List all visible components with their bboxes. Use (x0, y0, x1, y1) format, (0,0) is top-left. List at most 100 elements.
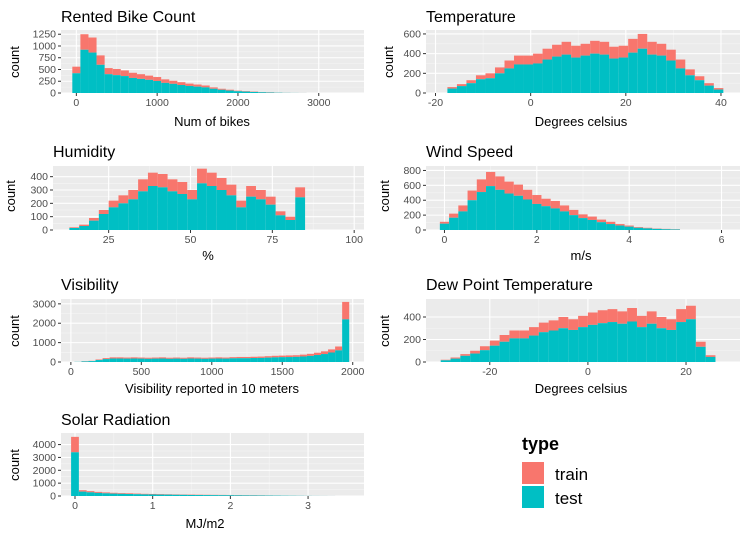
bar-test (249, 495, 258, 496)
bar-train (529, 327, 539, 336)
bar-train (306, 353, 314, 356)
x-axis-label: Degrees celsius (535, 381, 628, 396)
bar-test (661, 229, 671, 230)
bar-train (215, 357, 223, 359)
bar-train (460, 354, 471, 356)
panel-wind-speed: 0 2 4 6 0 200 400 600 800 Wind Speed m/s count (377, 144, 740, 263)
bar-test (460, 355, 471, 362)
bar-train (561, 41, 572, 55)
bar-test (148, 494, 157, 496)
x-tick-label: 0 (528, 97, 534, 109)
bar-test (495, 189, 505, 230)
bar-train (102, 492, 110, 494)
bar-test (242, 495, 250, 496)
panel-background (61, 299, 364, 362)
bar-test (609, 58, 619, 93)
bar-test (89, 220, 99, 230)
bar-train (112, 69, 121, 76)
bar-test (102, 493, 110, 496)
bar-test (513, 195, 523, 230)
bar-test (217, 89, 226, 93)
bar-test (78, 491, 87, 496)
bar-test (624, 226, 634, 230)
x-tick-label: 0 (72, 500, 78, 512)
bar-test (218, 495, 227, 496)
bar-test (222, 358, 230, 362)
bar-test (125, 494, 134, 496)
bar-train (519, 330, 530, 339)
bar-train (109, 357, 117, 359)
y-tick-label: 3000 (33, 452, 57, 464)
bar-train (466, 80, 476, 84)
bar-test (713, 89, 724, 93)
bar-train (128, 72, 137, 78)
bar-test (69, 228, 80, 230)
x-axis-label: m/s (571, 248, 592, 263)
x-tick-label: 20 (620, 97, 632, 109)
y-tick-label: 0 (50, 88, 56, 100)
bar-test (342, 319, 350, 362)
bar-train (271, 355, 279, 358)
bar-test (233, 91, 242, 93)
x-tick-label: 4 (626, 234, 632, 246)
bar-test (123, 358, 131, 362)
bar-test (476, 192, 487, 230)
bar-train (71, 436, 79, 453)
x-tick-label: 100 (345, 234, 363, 246)
bar-train (580, 43, 591, 56)
bar-train (675, 59, 686, 69)
y-tick-label: 250 (38, 76, 56, 88)
chart-title: Humidity (53, 144, 115, 161)
bar-train (467, 190, 477, 201)
bar-train (130, 357, 138, 359)
bar-test (542, 59, 553, 93)
bar-train (618, 45, 629, 58)
y-tick-label: 400 (403, 195, 421, 207)
bar-test (265, 204, 276, 230)
bar-test (187, 494, 196, 496)
bar-train (587, 312, 598, 325)
x-tick-label: 0 (73, 97, 79, 109)
bar-test (321, 354, 329, 362)
bar-test (206, 186, 217, 230)
bar-test (169, 83, 178, 93)
bar-test (475, 79, 486, 93)
bar-test (278, 357, 286, 362)
bar-test (695, 346, 706, 362)
bar-train (447, 87, 457, 89)
bar-test (144, 358, 152, 362)
bar-train (153, 77, 162, 82)
bar-test (177, 85, 186, 93)
bar-test (225, 90, 234, 93)
bar-test (587, 324, 598, 362)
bar-train (116, 357, 124, 359)
bar-test (96, 64, 105, 93)
bar-test (523, 64, 534, 93)
bar-train (617, 311, 628, 324)
bar-test (79, 226, 90, 230)
bar-test (201, 87, 210, 93)
bar-test (285, 220, 296, 230)
bar-train (94, 491, 103, 493)
bar-train (504, 181, 514, 194)
x-axis-label: Num of bikes (174, 114, 250, 129)
bar-test (615, 225, 625, 230)
bar-train (633, 227, 644, 228)
bar-train (587, 216, 597, 220)
bar-test (275, 215, 286, 230)
x-tick-label: 500 (133, 366, 151, 378)
bar-test (226, 495, 235, 496)
bar-train (137, 357, 145, 359)
y-tick-label: 1000 (33, 478, 57, 490)
bar-test (250, 358, 258, 362)
x-tick-label: 1000 (200, 366, 224, 378)
bar-train (158, 357, 166, 359)
bar-train (173, 357, 181, 359)
bar-train (542, 48, 553, 60)
x-tick-label: 3000 (307, 97, 331, 109)
bar-test (533, 63, 543, 93)
bar-train (167, 179, 178, 192)
